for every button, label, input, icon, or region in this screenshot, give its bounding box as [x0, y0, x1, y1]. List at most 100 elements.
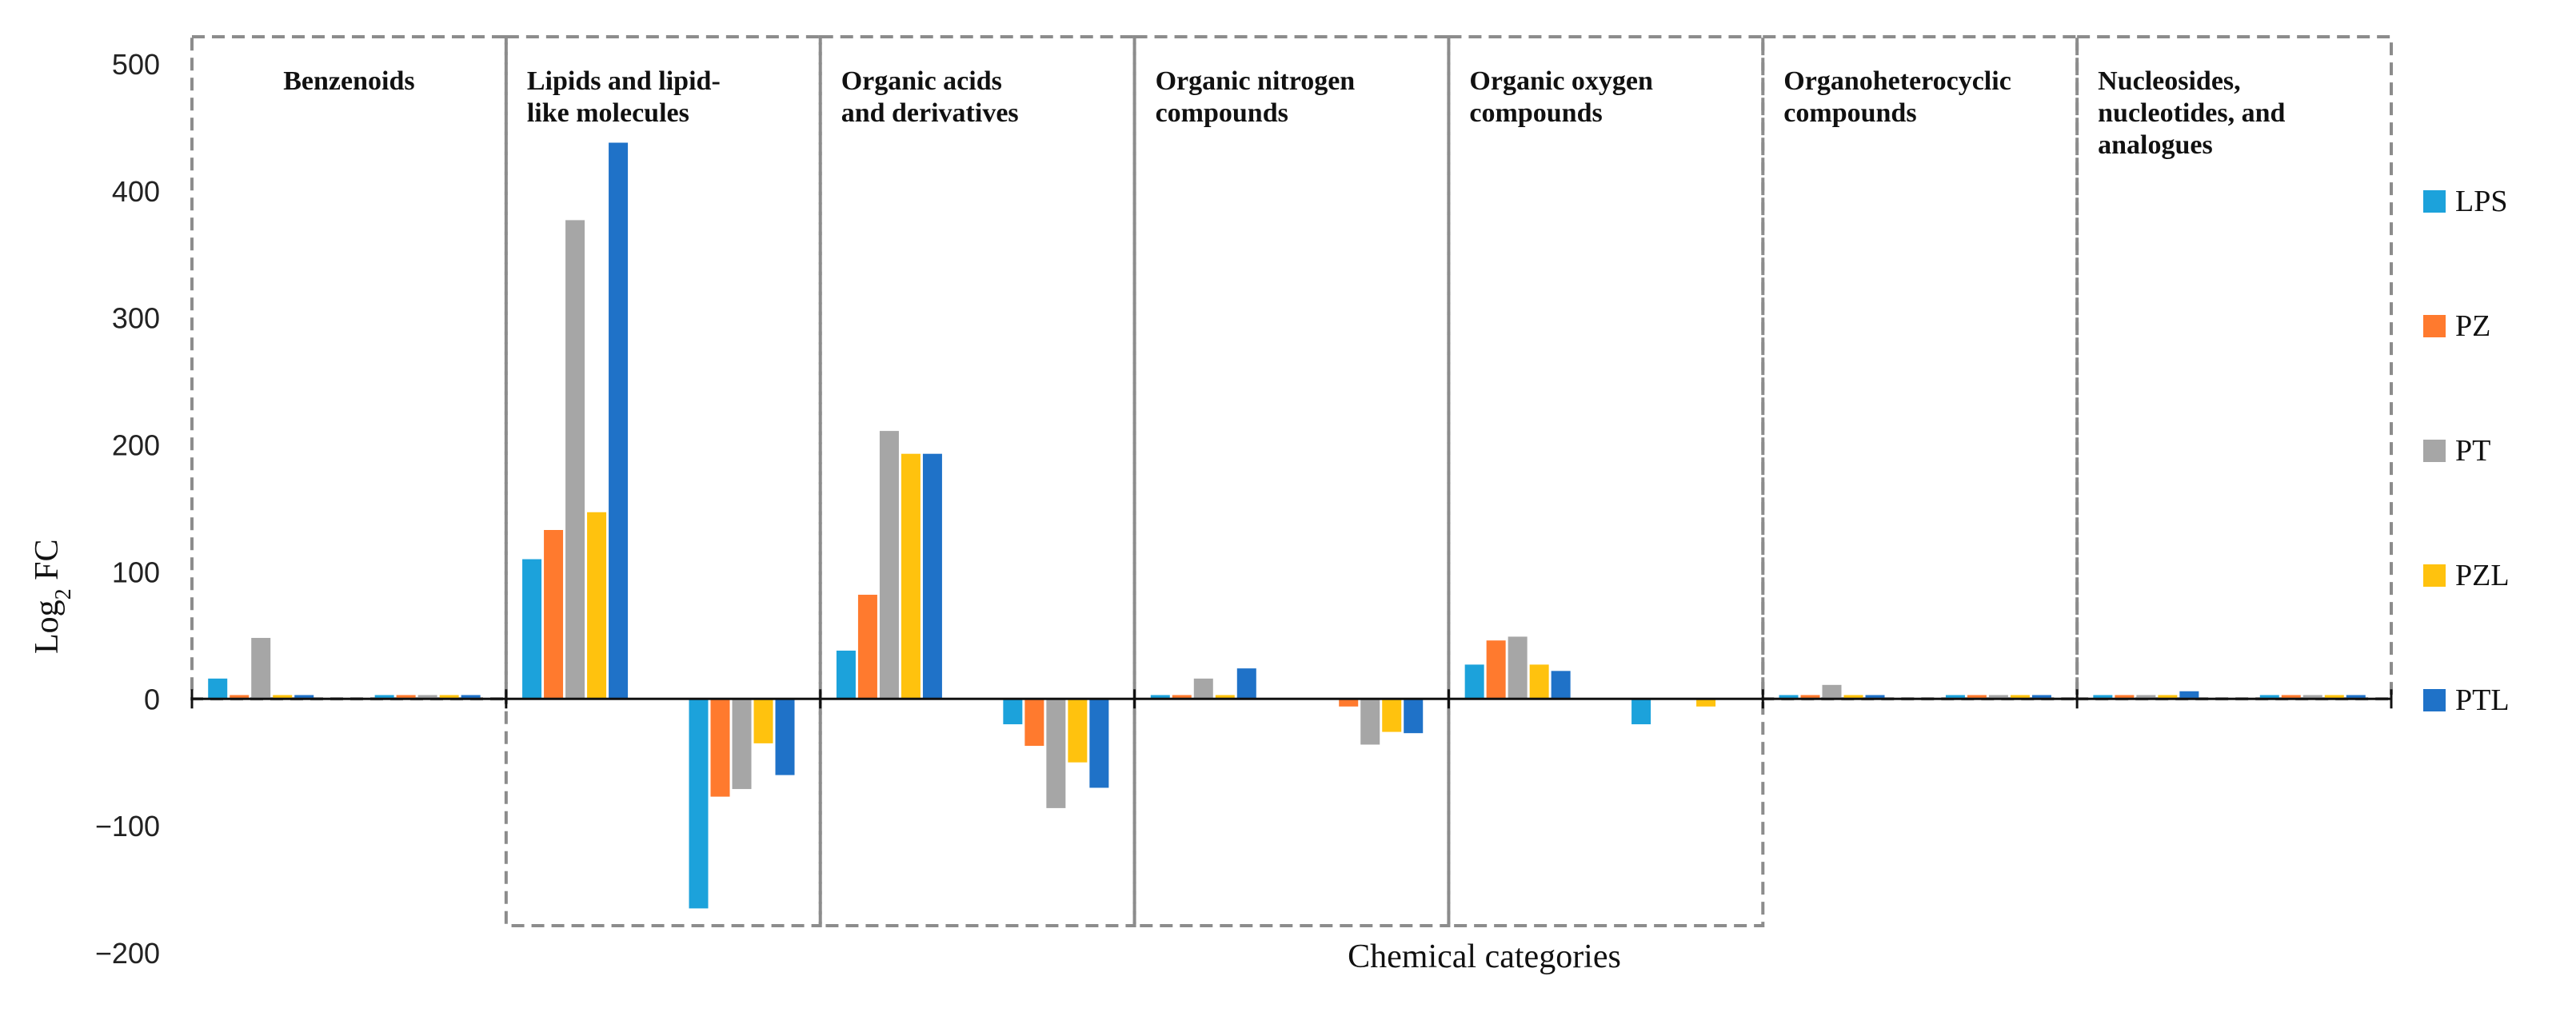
y-tick-label: 400: [112, 175, 160, 208]
bar-lps: [1464, 664, 1484, 699]
legend-swatch-pz: [2423, 315, 2446, 337]
bar-series: [208, 142, 2366, 909]
x-axis-title: Chemical categories: [1348, 938, 1621, 975]
bar-pt: [1508, 636, 1528, 699]
bar-lps: [1150, 695, 1170, 699]
category-label: Benzenoids: [283, 66, 414, 96]
bar-pzl: [1529, 664, 1549, 699]
bar-pt: [1988, 695, 2008, 699]
bar-lps: [1003, 699, 1023, 725]
bar-pt: [732, 699, 752, 790]
bar-lps: [522, 559, 542, 699]
category-label: Nucleosides,: [2098, 66, 2241, 96]
bar-lps: [689, 699, 709, 909]
bar-pzl: [1382, 699, 1402, 732]
bar-pz: [1024, 699, 1044, 747]
legend-swatch-pzl: [2423, 564, 2446, 587]
category-label: compounds: [1156, 98, 1288, 128]
bar-pz: [396, 695, 416, 699]
bar-lps: [836, 650, 856, 699]
category-labels: Benzenoids Lipids and lipid-like molecule…: [283, 66, 2285, 160]
y-tick-label: −100: [95, 810, 160, 843]
bar-pzl: [2158, 695, 2178, 699]
bar-pz: [2115, 695, 2135, 699]
bar-pz: [2281, 695, 2301, 699]
category-label: Organoheterocyclic: [1783, 66, 2011, 96]
bar-pz: [857, 595, 877, 699]
bar-lps: [2259, 695, 2279, 699]
bar-pt: [565, 220, 585, 699]
bar-ptl: [1236, 668, 1256, 699]
bar-ptl: [2179, 691, 2199, 699]
bar-pz: [1967, 695, 1987, 699]
bar-ptl: [1404, 699, 1424, 734]
legend-swatch-lps: [2423, 190, 2446, 213]
bar-ptl: [1865, 695, 1885, 699]
bar-ptl: [922, 453, 942, 699]
bar-pzl: [273, 695, 293, 699]
bar-lps: [1631, 699, 1651, 725]
bar-pt: [417, 695, 437, 699]
bar-lps: [1779, 695, 1799, 699]
category-panel-box: [190, 35, 508, 701]
bar-pt: [1822, 684, 1842, 699]
bar-ptl: [1551, 671, 1571, 699]
bar-lps: [2093, 695, 2113, 699]
bar-pt: [1193, 678, 1213, 699]
category-label: Organic oxygen: [1469, 66, 1653, 96]
category-label: Lipids and lipid-: [527, 66, 721, 96]
bar-pz: [1339, 699, 1359, 707]
category-panel-box: [1761, 35, 2079, 701]
category-panel-box: [1132, 35, 1451, 927]
bar-ptl: [1089, 699, 1109, 788]
bar-pzl: [1215, 695, 1235, 699]
bar-pz: [230, 695, 250, 699]
bar-pzl: [2324, 695, 2344, 699]
bar-ptl: [775, 699, 795, 775]
y-tick-label: 100: [112, 556, 160, 588]
bar-pt: [2136, 695, 2156, 699]
legend-label-pz: PZ: [2455, 309, 2490, 343]
bar-pzl: [1068, 699, 1088, 763]
bar-pt: [1046, 699, 1066, 808]
legend-label-ptl: PTL: [2455, 683, 2510, 717]
category-label: and derivatives: [841, 98, 1019, 128]
category-label: like molecules: [527, 98, 689, 128]
y-tick-label: 200: [112, 429, 160, 462]
y-axis-title: Log2 FC: [29, 540, 76, 655]
axes: 500 400 300 200 100 0 −100 −200: [95, 48, 2393, 970]
bar-pz: [544, 530, 564, 699]
bar-lps: [208, 678, 228, 699]
category-panel-box: [818, 35, 1136, 927]
y-tick-label: −200: [95, 937, 160, 970]
bar-pz: [1486, 640, 1506, 699]
legend-swatch-ptl: [2423, 689, 2446, 711]
bar-pzl: [753, 699, 773, 743]
bar-pt: [251, 638, 271, 699]
bar-pzl: [1696, 699, 1716, 707]
legend-label-pt: PT: [2455, 434, 2490, 468]
legend-label-lps: LPS: [2455, 185, 2507, 218]
category-label: Organic nitrogen: [1156, 66, 1356, 96]
bar-pz: [1800, 695, 1820, 699]
category-label: compounds: [1783, 98, 1916, 128]
bar-pzl: [1843, 695, 1863, 699]
bar-ptl: [294, 695, 314, 699]
y-tick-label: 300: [112, 302, 160, 335]
bar-pt: [2302, 695, 2322, 699]
bar-pzl: [587, 512, 607, 699]
category-label: Organic acids: [841, 66, 1002, 96]
category-panel-box: [2075, 35, 2393, 701]
category-label: nucleotides, and: [2098, 98, 2285, 128]
bar-pzl: [2010, 695, 2030, 699]
legend: LPS PZ PT PZL PTL: [2423, 185, 2510, 717]
bar-ptl: [461, 695, 481, 699]
bar-lps: [1945, 695, 1965, 699]
y-tick-label: 0: [144, 683, 160, 715]
category-panels: [190, 35, 2393, 927]
legend-swatch-pt: [2423, 440, 2446, 462]
bar-pzl: [901, 453, 921, 699]
bar-ptl: [2346, 695, 2366, 699]
bar-lps: [374, 695, 394, 699]
